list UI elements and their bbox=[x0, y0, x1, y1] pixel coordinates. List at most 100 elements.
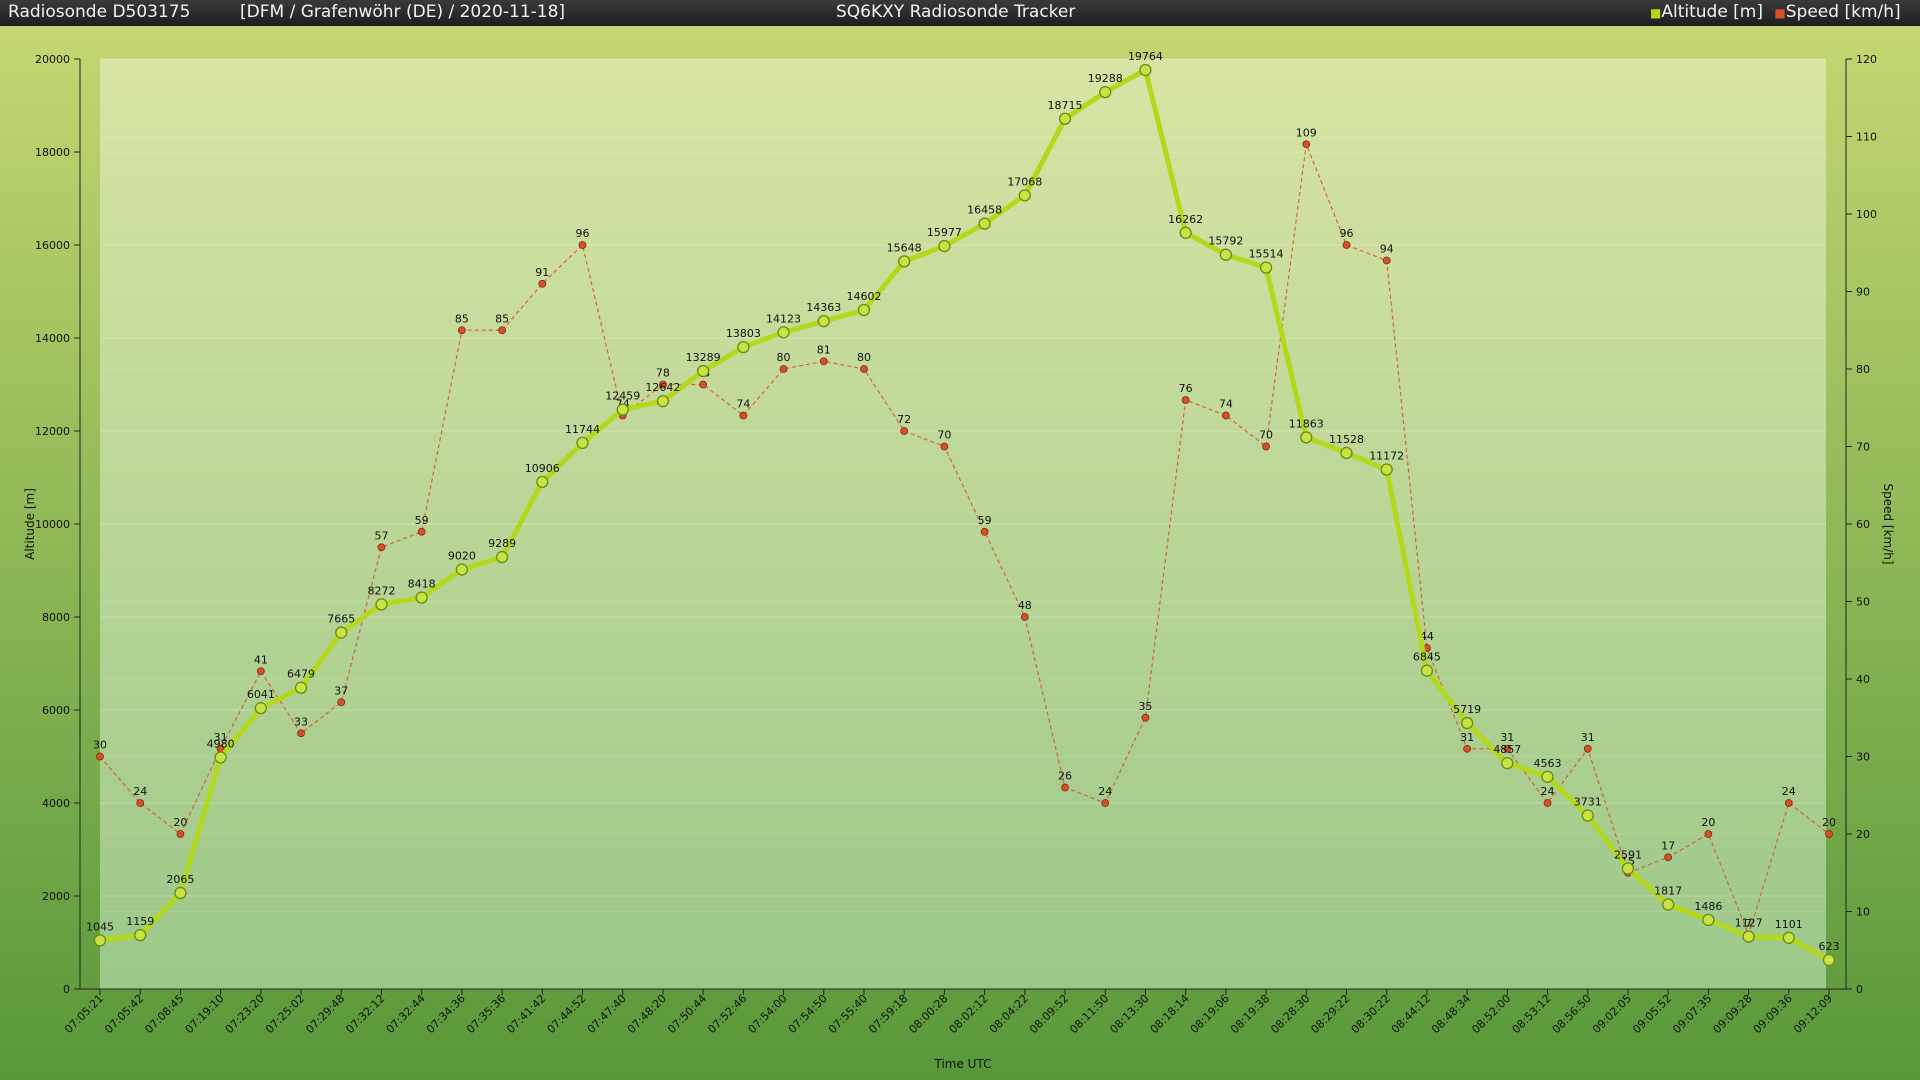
speed-data-label: 57 bbox=[374, 529, 388, 542]
speed-point bbox=[860, 365, 868, 373]
y-left-tick-label: 14000 bbox=[35, 332, 70, 345]
altitude-data-label: 6845 bbox=[1413, 651, 1441, 664]
altitude-point bbox=[495, 550, 509, 564]
speed-point bbox=[1302, 140, 1311, 149]
altitude-data-label: 3731 bbox=[1574, 796, 1602, 809]
altitude-data-label: 19288 bbox=[1088, 72, 1123, 85]
speed-point bbox=[1825, 830, 1833, 838]
speed-point bbox=[256, 667, 265, 676]
altitude-point bbox=[857, 303, 871, 317]
speed-data-label: 24 bbox=[1782, 785, 1796, 798]
y-right-tick-label: 0 bbox=[1856, 983, 1863, 996]
speed-point bbox=[1382, 256, 1391, 265]
speed-point bbox=[659, 380, 667, 389]
altitude-point bbox=[214, 751, 227, 764]
speed-point bbox=[1664, 853, 1673, 862]
altitude-data-label: 8418 bbox=[408, 578, 436, 591]
altitude-data-label: 4563 bbox=[1534, 757, 1562, 770]
altitude-data-label: 6479 bbox=[287, 668, 315, 681]
y-right-tick-label: 20 bbox=[1856, 828, 1870, 841]
altitude-data-label: 18715 bbox=[1048, 99, 1083, 112]
altitude-point bbox=[1501, 756, 1514, 770]
speed-data-label: 74 bbox=[1219, 398, 1233, 411]
altitude-point bbox=[777, 326, 790, 339]
altitude-point bbox=[1139, 63, 1152, 77]
altitude-data-label: 13289 bbox=[686, 351, 721, 364]
speed-data-label: 35 bbox=[1138, 700, 1152, 713]
speed-data-label: 76 bbox=[1179, 382, 1193, 395]
speed-point bbox=[1221, 411, 1230, 420]
altitude-point bbox=[375, 598, 388, 611]
speed-point bbox=[1061, 783, 1069, 792]
speed-point bbox=[1784, 799, 1793, 807]
speed-data-label: 48 bbox=[1018, 599, 1032, 612]
y-right-tick-label: 10 bbox=[1856, 906, 1870, 919]
altitude-data-label: 14123 bbox=[766, 312, 801, 325]
altitude-point bbox=[294, 681, 308, 694]
altitude-data-label: 19764 bbox=[1128, 50, 1163, 63]
speed-data-label: 17 bbox=[1661, 839, 1675, 852]
speed-point bbox=[699, 380, 708, 389]
altitude-data-label: 1045 bbox=[86, 920, 114, 933]
speed-data-label: 59 bbox=[978, 514, 992, 527]
speed-data-label: 109 bbox=[1296, 126, 1317, 139]
altitude-point bbox=[898, 255, 911, 268]
speed-point bbox=[498, 326, 506, 335]
y-left-tick-label: 0 bbox=[63, 983, 70, 996]
altitude-point bbox=[1420, 664, 1434, 677]
altitude-data-label: 1127 bbox=[1735, 917, 1763, 930]
speed-data-label: 24 bbox=[1098, 785, 1112, 798]
speed-data-label: 24 bbox=[1541, 785, 1555, 798]
y-right-tick-label: 70 bbox=[1856, 441, 1870, 454]
speed-data-label: 78 bbox=[656, 367, 670, 380]
altitude-point bbox=[134, 928, 147, 942]
altitude-point bbox=[1099, 85, 1112, 99]
speed-data-label: 80 bbox=[777, 351, 791, 364]
y-left-tick-label: 8000 bbox=[42, 611, 70, 624]
speed-data-label: 20 bbox=[1701, 816, 1715, 829]
altitude-data-label: 15792 bbox=[1208, 235, 1243, 248]
speed-data-label: 72 bbox=[897, 413, 911, 426]
speed-point bbox=[779, 365, 788, 373]
speed-data-label: 91 bbox=[535, 266, 549, 279]
altitude-data-label: 16458 bbox=[967, 204, 1002, 217]
altitude-data-label: 11863 bbox=[1289, 417, 1324, 430]
altitude-point bbox=[1380, 463, 1393, 476]
speed-point bbox=[1101, 799, 1110, 807]
altitude-data-label: 15514 bbox=[1249, 248, 1284, 261]
speed-data-label: 26 bbox=[1058, 770, 1072, 783]
altitude-point bbox=[1219, 248, 1233, 261]
altitude-point bbox=[455, 563, 469, 576]
altitude-data-label: 4857 bbox=[1493, 743, 1521, 756]
altitude-data-label: 1817 bbox=[1654, 885, 1682, 898]
altitude-data-label: 11172 bbox=[1369, 450, 1404, 463]
altitude-data-label: 5719 bbox=[1453, 703, 1481, 716]
altitude-point bbox=[1460, 716, 1474, 730]
altitude-point bbox=[1742, 930, 1755, 943]
speed-data-label: 70 bbox=[1259, 429, 1273, 442]
altitude-data-label: 16262 bbox=[1168, 213, 1203, 226]
altitude-point bbox=[938, 239, 951, 253]
speed-data-label: 24 bbox=[133, 785, 147, 798]
speed-point bbox=[739, 411, 748, 420]
altitude-data-label: 623 bbox=[1819, 940, 1840, 953]
y-left-tick-label: 6000 bbox=[42, 704, 70, 717]
speed-data-label: 59 bbox=[415, 514, 429, 527]
altitude-point bbox=[737, 341, 750, 354]
altitude-point bbox=[1782, 931, 1795, 944]
speed-point bbox=[900, 427, 909, 435]
y-left-tick-label: 2000 bbox=[42, 890, 70, 903]
altitude-data-label: 12459 bbox=[605, 390, 640, 403]
altitude-point bbox=[817, 314, 830, 328]
y-right-tick-label: 60 bbox=[1856, 518, 1870, 531]
speed-point bbox=[1463, 744, 1472, 753]
altitude-data-label: 15648 bbox=[887, 241, 922, 254]
y-right-tick-label: 110 bbox=[1856, 131, 1877, 144]
altitude-data-label: 15977 bbox=[927, 226, 962, 239]
altitude-point bbox=[254, 701, 267, 715]
speed-line bbox=[99, 141, 1830, 937]
altitude-point bbox=[978, 217, 991, 230]
y-right-tick-label: 30 bbox=[1856, 751, 1870, 764]
legend: ■Altitude [m] ■Speed [km/h] bbox=[1650, 2, 1901, 22]
speed-point bbox=[1503, 744, 1512, 753]
